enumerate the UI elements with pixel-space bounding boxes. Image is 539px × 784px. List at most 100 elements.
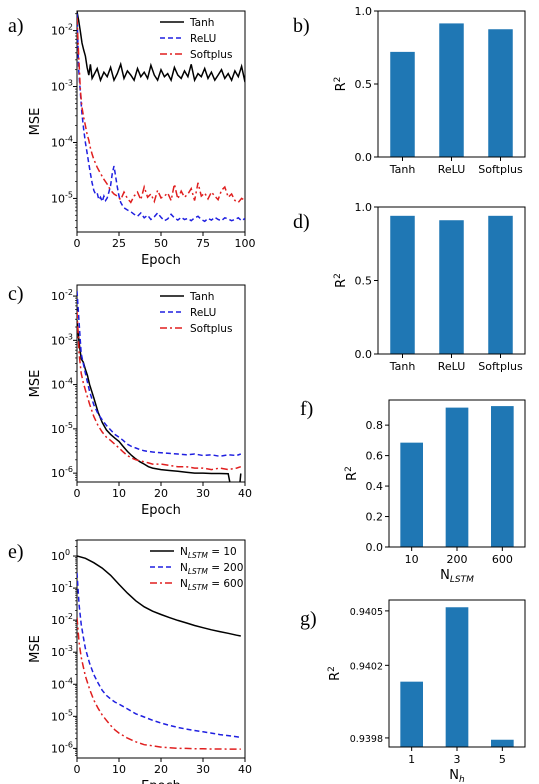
bar-Tanh <box>390 215 415 354</box>
y-tick-label: 10-3 <box>51 332 73 347</box>
y-tick-label-exp: -3 <box>65 79 73 88</box>
x-tick-label: 50 <box>154 237 168 250</box>
x-tick-label: 40 <box>238 763 252 776</box>
bar-5 <box>491 739 514 747</box>
y-axis-label: R2 <box>344 466 360 481</box>
y-tick-label-exp: -4 <box>65 377 73 386</box>
legend-entry: Tanh <box>189 291 214 303</box>
y-tick-label: 10-2 <box>51 612 73 627</box>
y-tick-label-base: 10 <box>51 550 65 563</box>
panel-d: d) Tanh ReLU Softplus 0.0 0.5 1.0 R2 <box>293 201 526 373</box>
legend-name: Tanh <box>189 291 214 303</box>
y-tick-label-exp: -2 <box>65 288 73 297</box>
bar-200 <box>445 407 469 547</box>
x-tick-label: 200 <box>447 553 468 566</box>
series-line-0 <box>77 320 242 482</box>
x-tick-label: Softplus <box>478 360 523 373</box>
y-tick-label-exp: -2 <box>65 612 73 621</box>
y-tick-label-base: 10 <box>51 742 65 755</box>
legend-entry: NLSTM = 200 <box>180 562 243 576</box>
series-group <box>77 290 242 482</box>
series-line-0 <box>77 555 241 637</box>
x-tick-label: Softplus <box>478 163 523 176</box>
series-group <box>77 11 245 223</box>
legend-name-sub: LSTM <box>188 567 209 576</box>
bar-ReLU <box>439 23 464 157</box>
y-tick-label: 0.5 <box>355 275 373 288</box>
y-tick-label: 10-4 <box>51 134 73 149</box>
y-tick-label: 0.0 <box>366 541 384 554</box>
y-axis-label-sup: 2 <box>327 666 337 672</box>
y-tick-label: 10-5 <box>51 421 73 436</box>
bar-3 <box>445 607 469 747</box>
y-tick-label: 0.5 <box>355 78 373 91</box>
legend: Tanh ReLU Softplus <box>160 291 232 335</box>
series-line-2 <box>77 617 241 750</box>
y-tick-label-exp: -2 <box>65 23 73 32</box>
bar-ReLU <box>439 220 464 354</box>
x-tick-label: 30 <box>196 487 210 500</box>
y-axis-label-sup: 2 <box>333 273 343 279</box>
plot-frame <box>388 399 526 548</box>
legend-name: Softplus <box>190 49 232 61</box>
y-tick-label: 10-4 <box>51 676 73 691</box>
legend: Tanh ReLU Softplus <box>160 17 232 61</box>
legend-name: N <box>180 546 188 558</box>
y-axis-label-base: R <box>334 279 349 288</box>
x-tick-label: 20 <box>154 763 168 776</box>
y-tick-label-base: 10 <box>51 582 65 595</box>
x-tick-label: 0 <box>74 237 81 250</box>
x-tick-label: 10 <box>112 487 126 500</box>
y-tick-label-base: 10 <box>51 25 65 38</box>
y-tick-label: 0.9405 <box>350 607 383 618</box>
y-tick-label: 10-5 <box>51 708 73 723</box>
x-tick-label: 100 <box>235 237 256 250</box>
legend-entry: NLSTM = 600 <box>180 578 243 592</box>
series-line-2 <box>77 17 245 204</box>
y-tick-label-base: 10 <box>51 614 65 627</box>
y-tick-label: 1.0 <box>355 5 373 18</box>
y-tick-label: 10-3 <box>51 79 73 94</box>
y-axis-label: R2 <box>327 666 343 681</box>
legend-name-suffix: = 200 <box>208 562 244 574</box>
y-tick-label: 0.9402 <box>350 661 383 672</box>
y-tick-label: 0.0 <box>355 348 373 361</box>
legend: NLSTM = 10 NLSTM = 200 NLSTM = 600 <box>150 546 243 592</box>
y-tick-label-exp: 0 <box>65 548 70 557</box>
x-axis-label: Nh <box>449 768 465 784</box>
series-line-1 <box>77 290 242 458</box>
x-axis-label-sub: LSTM <box>450 575 474 585</box>
y-tick-label-exp: -6 <box>65 465 73 474</box>
y-tick-label-base: 10 <box>51 290 65 303</box>
y-axis-label-base: R <box>334 82 349 91</box>
x-axis-label: Epoch <box>141 503 181 518</box>
panel-label: f) <box>300 398 313 420</box>
y-tick-label-exp: -1 <box>65 580 73 589</box>
series-line-1 <box>77 572 241 739</box>
x-tick-label: ReLU <box>438 163 466 176</box>
x-axis-label: Epoch <box>141 779 181 784</box>
legend-name: N <box>180 578 188 590</box>
legend-name-suffix: = 10 <box>208 546 237 558</box>
y-tick-label: 1.0 <box>355 201 373 214</box>
panel-label: g) <box>300 608 317 630</box>
bar-600 <box>491 406 514 547</box>
y-tick-label-base: 10 <box>51 710 65 723</box>
x-tick-label: ReLU <box>438 360 466 373</box>
x-axis-label: Epoch <box>141 253 181 268</box>
y-tick-label: 10-5 <box>51 190 73 205</box>
series-line-0 <box>77 11 245 83</box>
y-tick-label: 10-2 <box>51 288 73 303</box>
panel-label: c) <box>8 283 24 305</box>
y-tick-label-base: 10 <box>51 423 65 436</box>
x-axis-label-sub: h <box>459 775 465 784</box>
series-line-1 <box>77 13 245 223</box>
panel-label: e) <box>8 541 24 563</box>
y-tick-label: 0.4 <box>366 480 384 493</box>
y-tick-label: 10-1 <box>51 580 73 595</box>
y-axis-label: MSE <box>28 370 43 398</box>
panel-c: c)0 10 20 30 4010-210-310-410-510-6EpochMSET… <box>8 283 252 518</box>
panel-label: d) <box>293 211 310 233</box>
y-tick-label: 0.8 <box>366 419 384 432</box>
x-tick-label: 600 <box>492 553 513 566</box>
